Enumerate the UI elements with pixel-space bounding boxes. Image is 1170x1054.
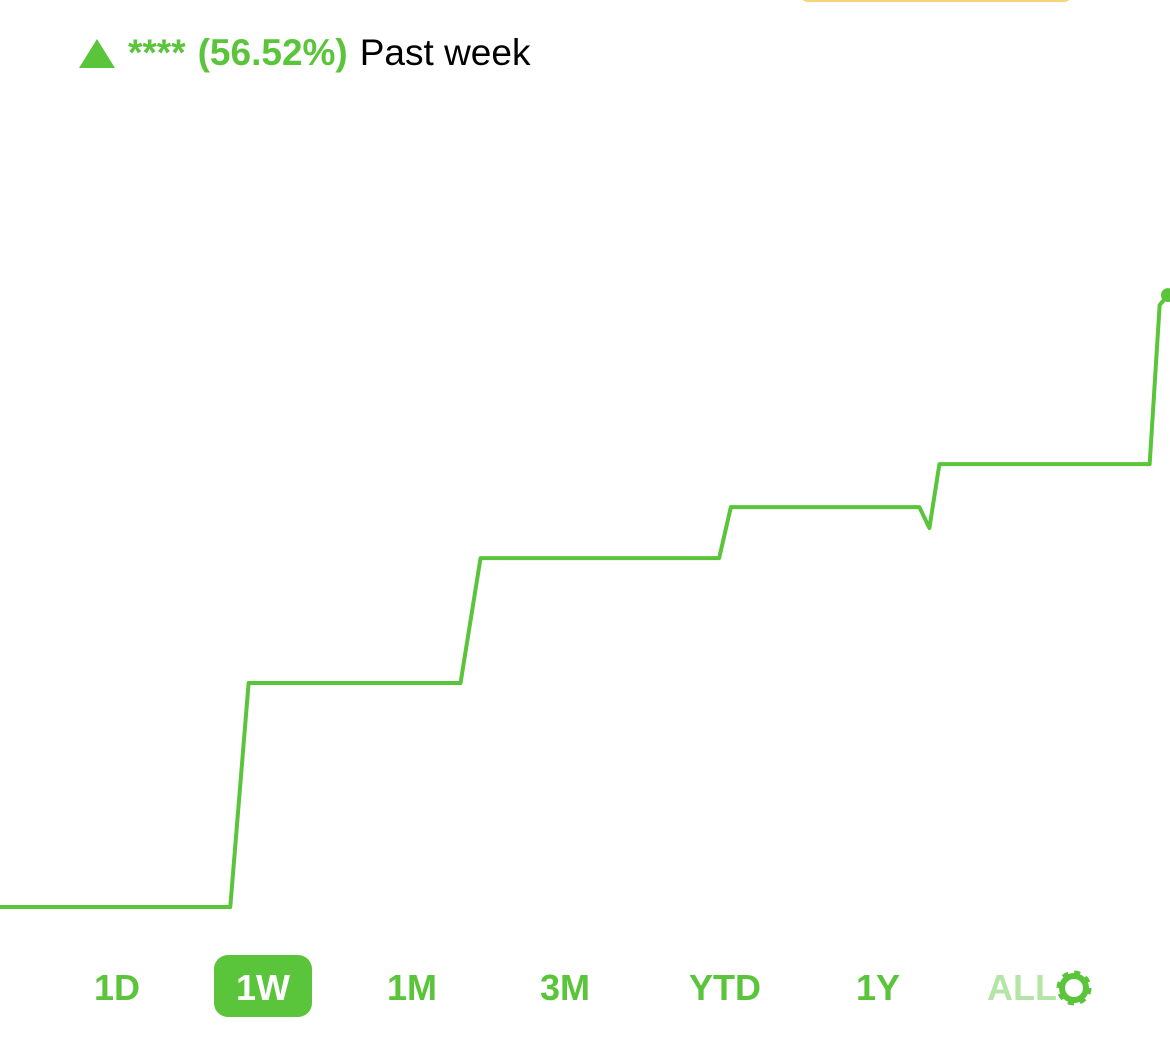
amount: **** — [128, 32, 186, 73]
range-button[interactable]: 1M — [386, 967, 438, 1008]
range-button[interactable]: 1Y — [855, 967, 901, 1008]
settings-gear[interactable] — [1052, 966, 1096, 1010]
up-arrow — [79, 39, 115, 68]
change: (56.52%) — [197, 32, 348, 73]
period: Past week — [359, 32, 531, 73]
range-button[interactable]: ALL — [987, 967, 1057, 1008]
range-selector: 1D 1W 1M 3M YTD 1Y ALL — [0, 955, 1170, 1019]
top-pill — [800, 0, 1072, 2]
price-line — [0, 293, 1170, 910]
header: **** (56.52%) Past week — [78, 32, 530, 74]
range-button[interactable]: 1D — [93, 967, 141, 1008]
range-button[interactable]: 1W — [214, 955, 312, 1017]
range-button[interactable]: YTD — [689, 967, 761, 1008]
end-dot — [1161, 288, 1170, 303]
range-button[interactable]: 3M — [539, 967, 591, 1008]
